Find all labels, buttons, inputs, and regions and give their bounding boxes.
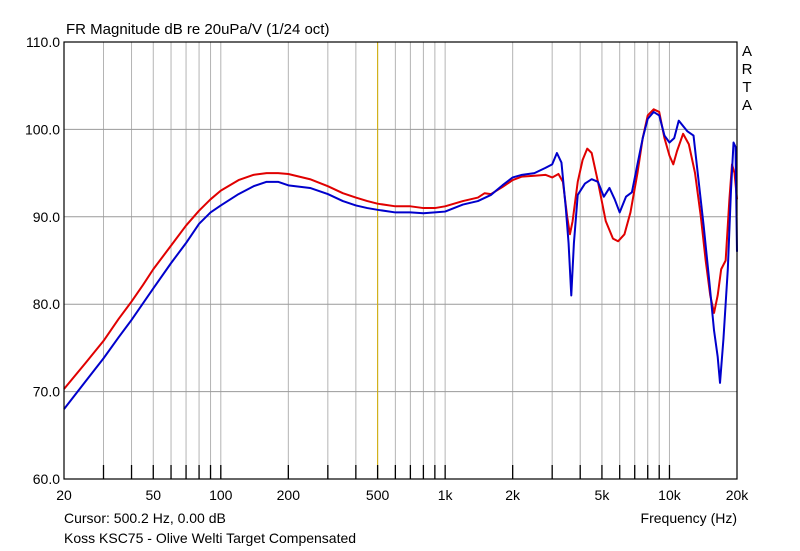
- tick-layer: [102, 465, 671, 479]
- measurement-caption: Koss KSC75 - Olive Welti Target Compensa…: [64, 530, 357, 546]
- x-tick-label: 1k: [438, 487, 454, 503]
- x-tick-label: 100: [209, 487, 233, 503]
- y-tick-label: 80.0: [33, 296, 60, 312]
- brand-letter: T: [742, 79, 752, 96]
- y-tick-label: 60.0: [33, 471, 60, 487]
- brand-letter: A: [741, 97, 752, 114]
- response-curve: [63, 108, 738, 390]
- chart-title: FR Magnitude dB re 20uPa/V (1/24 oct): [66, 21, 330, 38]
- y-tick-label: 90.0: [33, 209, 60, 225]
- x-tick-label: 500: [366, 487, 390, 503]
- plot-border: [63, 41, 738, 480]
- arta-brand-label: A R T A: [740, 43, 754, 115]
- tick-label-layer: 110.0 100.0 90.0 80.0 70.0 60.020 50 100 200 500 1…: [25, 34, 749, 503]
- y-tick-label: 110.0: [26, 34, 60, 50]
- x-tick-label: 200: [277, 487, 301, 503]
- x-tick-label: 10k: [658, 487, 682, 503]
- x-tick-label: 50: [145, 487, 161, 503]
- x-axis-label: Frequency (Hz): [640, 510, 737, 526]
- brand-letter: A: [741, 43, 752, 60]
- x-tick-label: 20k: [726, 487, 750, 503]
- x-tick-label: 5k: [595, 487, 611, 503]
- x-tick-label: 20: [56, 487, 72, 503]
- y-tick-label: 100.0: [25, 121, 60, 137]
- y-tick-label: 70.0: [33, 384, 60, 400]
- series-layer: [63, 108, 738, 410]
- plot-frame: [63, 41, 738, 480]
- brand-letter: R: [741, 61, 753, 78]
- cursor-readout: Cursor: 500.2 Hz, 0.00 dB: [64, 510, 226, 526]
- x-tick-label: 2k: [505, 487, 521, 503]
- response-curve: [63, 110, 738, 410]
- grid-layer: [64, 42, 737, 479]
